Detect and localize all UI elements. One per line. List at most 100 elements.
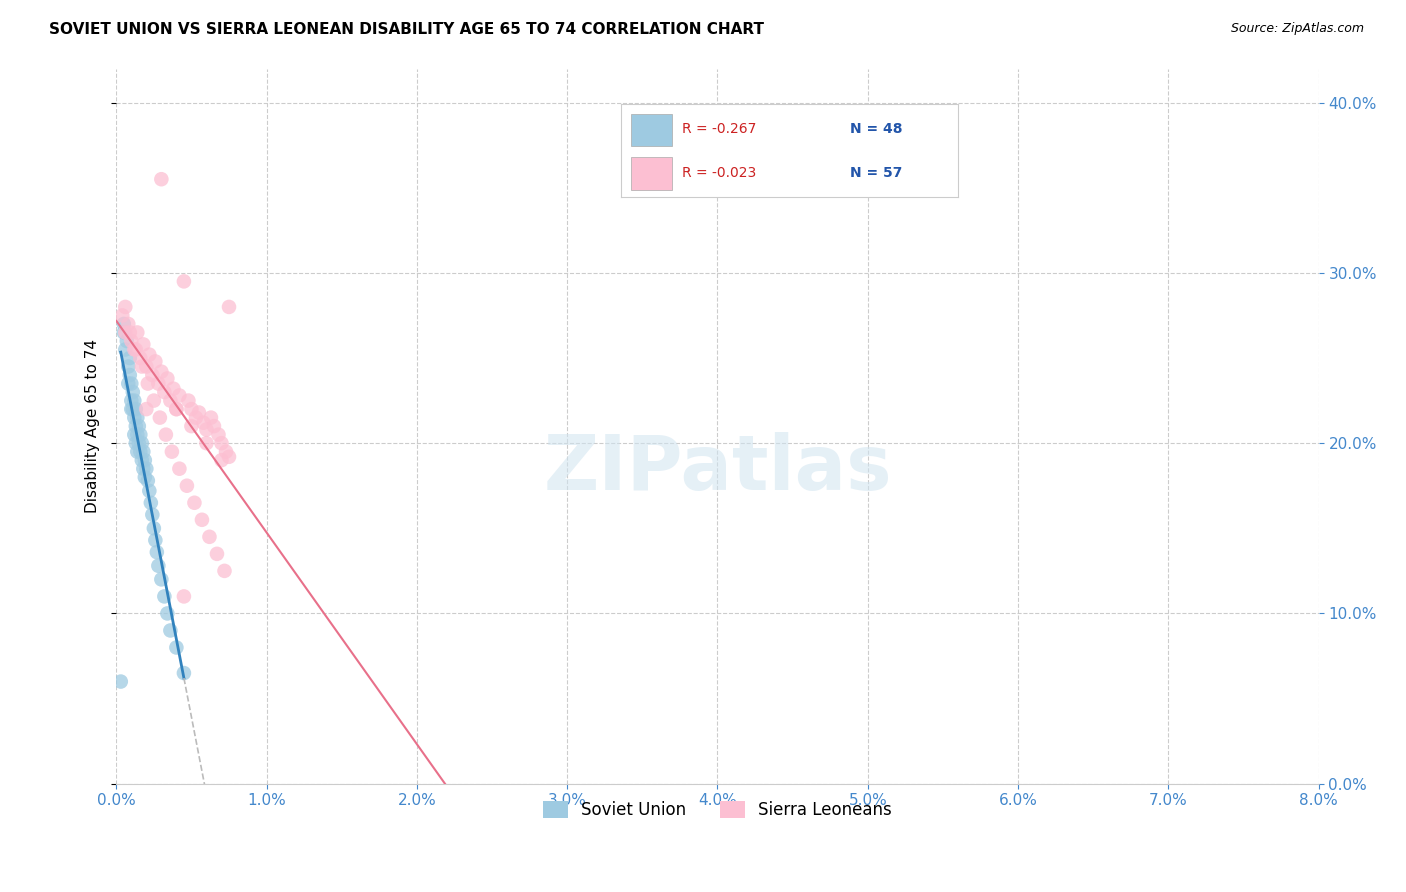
Point <box>169 461 191 475</box>
Point <box>141 508 163 522</box>
Point <box>159 624 181 638</box>
Point <box>131 453 153 467</box>
Point <box>139 496 162 510</box>
Point <box>125 419 148 434</box>
Legend: Soviet Union, Sierra Leoneans: Soviet Union, Sierra Leoneans <box>537 794 898 825</box>
Point <box>132 337 155 351</box>
Point <box>132 461 155 475</box>
Point <box>195 436 218 450</box>
Point <box>111 309 134 323</box>
Point <box>191 513 214 527</box>
Point <box>173 666 195 681</box>
Point <box>118 351 141 365</box>
Point <box>114 343 136 357</box>
Point <box>117 359 139 374</box>
Point <box>211 436 233 450</box>
Point <box>195 423 218 437</box>
Point <box>127 326 149 340</box>
Point <box>114 326 136 340</box>
Point <box>125 436 148 450</box>
Point <box>120 334 142 348</box>
Point <box>165 402 187 417</box>
Point <box>160 444 183 458</box>
Point <box>124 410 146 425</box>
Point <box>138 483 160 498</box>
Point <box>153 385 176 400</box>
Point <box>207 427 229 442</box>
Point <box>118 368 141 382</box>
Point <box>214 564 236 578</box>
Point <box>124 427 146 442</box>
Point <box>131 436 153 450</box>
Point <box>117 317 139 331</box>
Point <box>138 348 160 362</box>
Point <box>169 388 191 402</box>
Point <box>120 376 142 391</box>
Point <box>211 453 233 467</box>
Point <box>180 419 202 434</box>
Point <box>150 365 173 379</box>
Point <box>124 393 146 408</box>
Point <box>142 521 165 535</box>
Point <box>125 343 148 357</box>
Point <box>121 402 143 417</box>
Point <box>193 416 215 430</box>
Point <box>134 470 156 484</box>
Point <box>177 393 200 408</box>
Point <box>131 359 153 374</box>
Point <box>215 444 238 458</box>
Point <box>155 427 177 442</box>
Point <box>149 410 172 425</box>
Point <box>118 326 141 340</box>
Point <box>200 410 222 425</box>
Point <box>165 402 187 417</box>
Point <box>129 444 152 458</box>
Point <box>183 496 205 510</box>
Text: Source: ZipAtlas.com: Source: ZipAtlas.com <box>1230 22 1364 36</box>
Point <box>135 402 157 417</box>
Point <box>150 172 173 186</box>
Point <box>218 300 240 314</box>
Y-axis label: Disability Age 65 to 74: Disability Age 65 to 74 <box>86 339 100 513</box>
Point <box>165 640 187 655</box>
Point <box>127 427 149 442</box>
Point <box>115 334 138 348</box>
Point <box>127 410 149 425</box>
Point <box>180 402 202 417</box>
Point <box>176 479 198 493</box>
Point <box>156 607 179 621</box>
Point <box>146 545 169 559</box>
Point <box>173 274 195 288</box>
Point <box>141 368 163 382</box>
Point <box>135 359 157 374</box>
Text: ZIPatlas: ZIPatlas <box>543 432 891 506</box>
Point <box>148 558 170 573</box>
Point <box>128 436 150 450</box>
Point <box>156 371 179 385</box>
Point <box>198 530 221 544</box>
Point <box>173 590 195 604</box>
Point <box>132 444 155 458</box>
Point <box>136 474 159 488</box>
Point <box>112 317 135 331</box>
Point <box>184 410 207 425</box>
Point <box>112 326 135 340</box>
Point <box>110 674 132 689</box>
Point <box>120 393 142 408</box>
Point <box>205 547 228 561</box>
Point <box>159 393 181 408</box>
Point <box>114 300 136 314</box>
Point <box>128 419 150 434</box>
Point <box>153 590 176 604</box>
Point <box>187 405 209 419</box>
Point <box>135 461 157 475</box>
Point <box>162 382 184 396</box>
Point <box>142 393 165 408</box>
Text: SOVIET UNION VS SIERRA LEONEAN DISABILITY AGE 65 TO 74 CORRELATION CHART: SOVIET UNION VS SIERRA LEONEAN DISABILIT… <box>49 22 765 37</box>
Point <box>202 419 225 434</box>
Point <box>148 376 170 391</box>
Point <box>143 533 166 548</box>
Point <box>124 343 146 357</box>
Point <box>136 376 159 391</box>
Point <box>129 351 152 365</box>
